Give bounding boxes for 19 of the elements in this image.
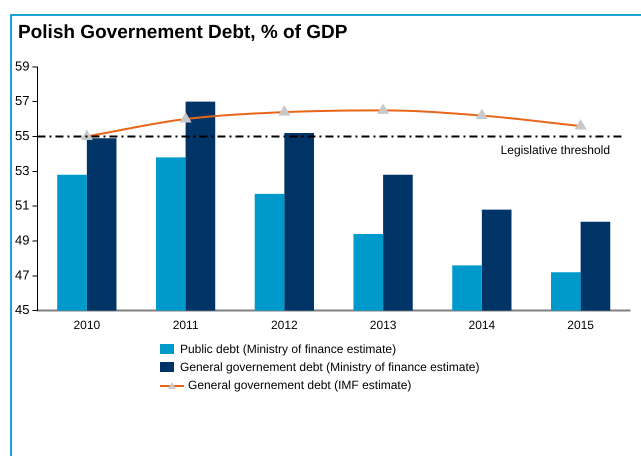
x-tick-label: 2011 [172, 318, 199, 332]
legend-label: General governement debt (Ministry of finance estimate) [180, 360, 480, 374]
x-tick-label: 2012 [271, 318, 298, 332]
y-tick-label: 59 [14, 58, 30, 74]
chart-title: Polish Governement Debt, % of GDP [18, 22, 348, 44]
y-tick-label: 45 [14, 302, 30, 318]
y-tick-label: 55 [14, 128, 30, 144]
legend-label: General governement debt (IMF estimate) [188, 378, 412, 392]
x-tick-label: 2010 [73, 318, 101, 332]
x-tick-label: 2013 [370, 318, 397, 332]
x-tick-label: 2015 [567, 318, 594, 332]
y-tick-label: 51 [14, 198, 30, 213]
y-tick-label: 49 [14, 232, 30, 248]
y-tick-label: 47 [14, 267, 30, 282]
legend-label: Public debt (Ministry of finance estimate) [180, 342, 396, 356]
y-tick-label: 53 [14, 162, 30, 178]
ref-line-label: Legislative threshold [500, 142, 610, 157]
x-tick-label: 2014 [468, 318, 496, 332]
y-tick-label: 57 [14, 93, 30, 108]
